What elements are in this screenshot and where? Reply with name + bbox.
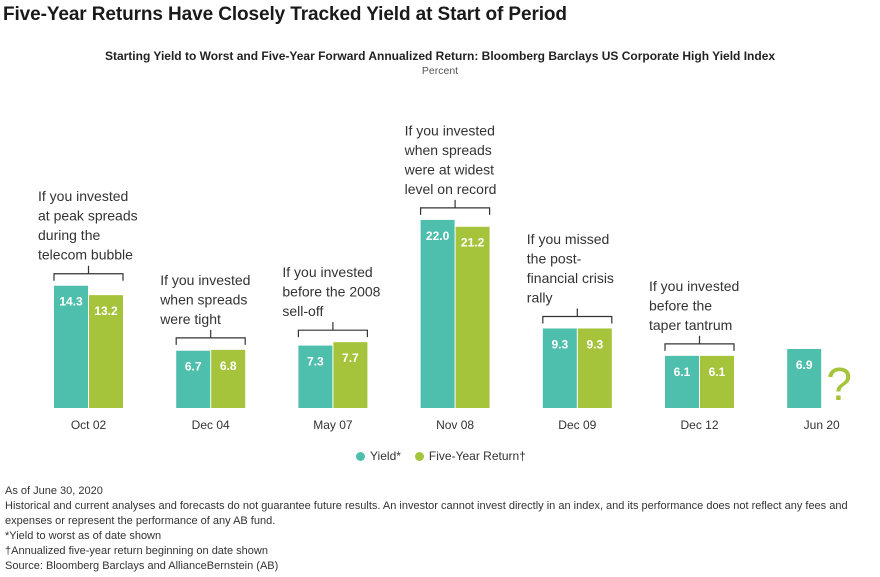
chart-subtitle: Starting Yield to Worst and Five-Year Fo… [104,49,776,63]
bar-value-label: 7.7 [342,351,359,365]
x-tick-label: Jun 20 [804,418,840,432]
bar-yield [665,355,699,408]
annotation-bracket [664,335,735,351]
bar-return [455,226,490,408]
legend-item-yield: Yield* [356,449,401,463]
bar-return [333,342,368,408]
annotation-text: were at widest [404,161,495,177]
bar-value-label: 7.3 [307,355,324,369]
x-tick-label: Dec 12 [680,418,718,432]
bar-yield [298,345,333,408]
annotation-text: If you invested [649,278,739,294]
legend-label-return: Five-Year Return† [428,449,526,463]
missing-value-marker: ? [826,358,852,410]
bar-chart: 14.3 13.2 Oct 02 If you invested at peak spr… [38,122,852,432]
unit-label: Percent [421,65,459,77]
bar-return [211,349,246,408]
bar-yield [787,349,822,408]
legend: Yield* Five-Year Return† [356,449,526,463]
annotation-text: level on record [405,181,497,197]
bar-value-label: 6.1 [674,365,691,379]
bar-return [577,328,612,408]
annotation-text: If you invested [405,122,495,138]
bar-value-label: 9.3 [586,337,603,351]
bar-yield [54,285,88,408]
bar-value-label: 9.3 [551,337,568,351]
as-of-note: As of June 30, 2020 [5,485,103,497]
bar-value-label: 14.3 [59,295,83,309]
chart-title: Five-Year Returns Have Closely Tracked Y… [3,4,567,25]
annotation-text: taper tantrum [649,317,732,333]
annotation-text: If you invested [160,272,250,288]
bar-return [89,295,123,408]
legend-label-yield: Yield* [370,449,401,463]
bar-value-label: 6.9 [796,358,813,372]
annotation-text: were tight [159,311,221,327]
bar-return [700,355,734,408]
annotation-text: before the [649,297,712,313]
x-tick-label: Dec 04 [192,418,230,432]
annotation-text: at peak spreads [38,208,138,224]
annotation-bracket [53,265,124,281]
annotation-text: before the 2008 [282,284,380,300]
bar-value-label: 6.1 [709,365,726,379]
bar-yield [176,350,211,408]
annotation-text: If you missed [527,231,609,247]
annotation-text: If you invested [282,264,372,280]
annotation-text: the post- [527,250,582,266]
disclaimer: Historical and current analyses and fore… [5,500,848,527]
bar-yield [420,219,455,408]
annotation-text: rally [527,289,553,305]
legend-swatch-return [414,451,424,461]
annotation-bracket [420,199,491,215]
bar-value-label: 6.7 [185,360,202,374]
footnotes: As of June 30, 2020 Historical and curre… [5,484,877,574]
annotation-text: during the [38,227,100,243]
bar-value-label: 6.8 [220,359,237,373]
annotation-bracket [297,322,368,338]
bar-value-label: 13.2 [94,304,118,318]
annotation-text: when spreads [404,142,492,158]
annotation-text: If you invested [38,188,128,204]
bar-yield [542,328,577,408]
annotation-bracket [175,329,246,345]
x-tick-label: Oct 02 [71,418,107,432]
annotation-text: telecom bubble [38,247,133,263]
bar-value-label: 21.2 [461,236,485,250]
x-tick-label: May 07 [313,418,353,432]
bar-value-label: 22.0 [426,229,450,243]
annotation-text: sell-off [282,303,323,319]
annotation-bracket [542,308,613,324]
legend-item-return: Five-Year Return† [414,449,526,463]
annotation-text: when spreads [159,291,247,307]
x-tick-label: Dec 09 [558,418,596,432]
source-note: Source: Bloomberg Barclays and AllianceB… [5,560,279,572]
annotation-text: financial crisis [527,270,614,286]
yield-footnote: *Yield to worst as of date shown [5,530,162,542]
legend-swatch-yield [356,451,365,461]
x-tick-label: Nov 08 [436,418,474,432]
return-footnote: †Annualized five-year return beginning o… [5,545,268,557]
